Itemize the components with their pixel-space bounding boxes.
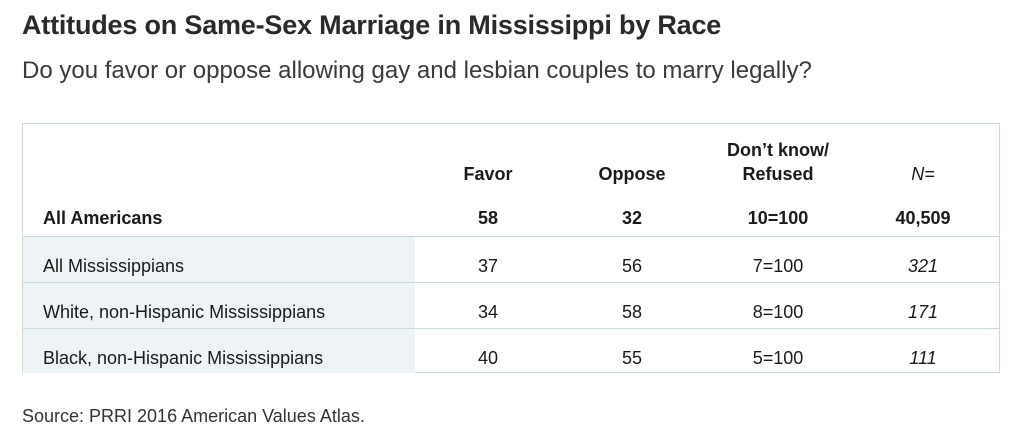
header-dont-know-line2: Refused xyxy=(742,164,814,184)
header-n: N= xyxy=(911,164,935,184)
cell-oppose: 58 xyxy=(621,302,643,322)
row-label-white-non-hispanic: White, non-Hispanic Mississippians xyxy=(43,302,326,322)
cell-favor: 34 xyxy=(477,302,499,322)
row-bg-black xyxy=(23,329,415,373)
row-divider xyxy=(23,282,999,283)
row-divider xyxy=(23,328,999,329)
row-bg-all-mississippians xyxy=(23,237,415,282)
row-bg-white xyxy=(23,283,415,328)
cell-dont-know: 7=100 xyxy=(752,256,804,276)
chart-subtitle: Do you favor or oppose allowing gay and … xyxy=(22,57,812,84)
row-label-all-mississippians: All Mississippians xyxy=(43,256,185,276)
header-favor: Favor xyxy=(463,164,513,184)
cell-n: 321 xyxy=(907,256,939,276)
cell-dont-know: 10=100 xyxy=(747,208,809,228)
cell-n: 111 xyxy=(909,348,937,368)
cell-oppose: 55 xyxy=(621,348,643,368)
cell-favor: 58 xyxy=(477,208,499,228)
cell-dont-know: 8=100 xyxy=(752,302,804,322)
cell-oppose: 32 xyxy=(621,208,643,228)
header-dont-know-line1: Don’t know/ xyxy=(727,140,829,160)
header-oppose: Oppose xyxy=(598,164,666,184)
source-note: Source: PRRI 2016 American Values Atlas. xyxy=(22,406,365,426)
chart-title: Attitudes on Same-Sex Marriage in Missis… xyxy=(22,10,722,40)
cell-favor: 37 xyxy=(477,256,499,276)
data-table: Favor Oppose Don’t know/ Refused N= All … xyxy=(22,123,1000,373)
row-label-all-americans: All Americans xyxy=(43,208,163,228)
cell-oppose: 56 xyxy=(621,256,643,276)
cell-favor: 40 xyxy=(477,348,499,368)
cell-dont-know: 5=100 xyxy=(752,348,804,368)
row-divider xyxy=(23,236,999,237)
cell-n: 171 xyxy=(907,302,939,322)
row-label-black-non-hispanic: Black, non-Hispanic Mississippians xyxy=(43,348,324,368)
cell-n: 40,509 xyxy=(895,208,951,228)
